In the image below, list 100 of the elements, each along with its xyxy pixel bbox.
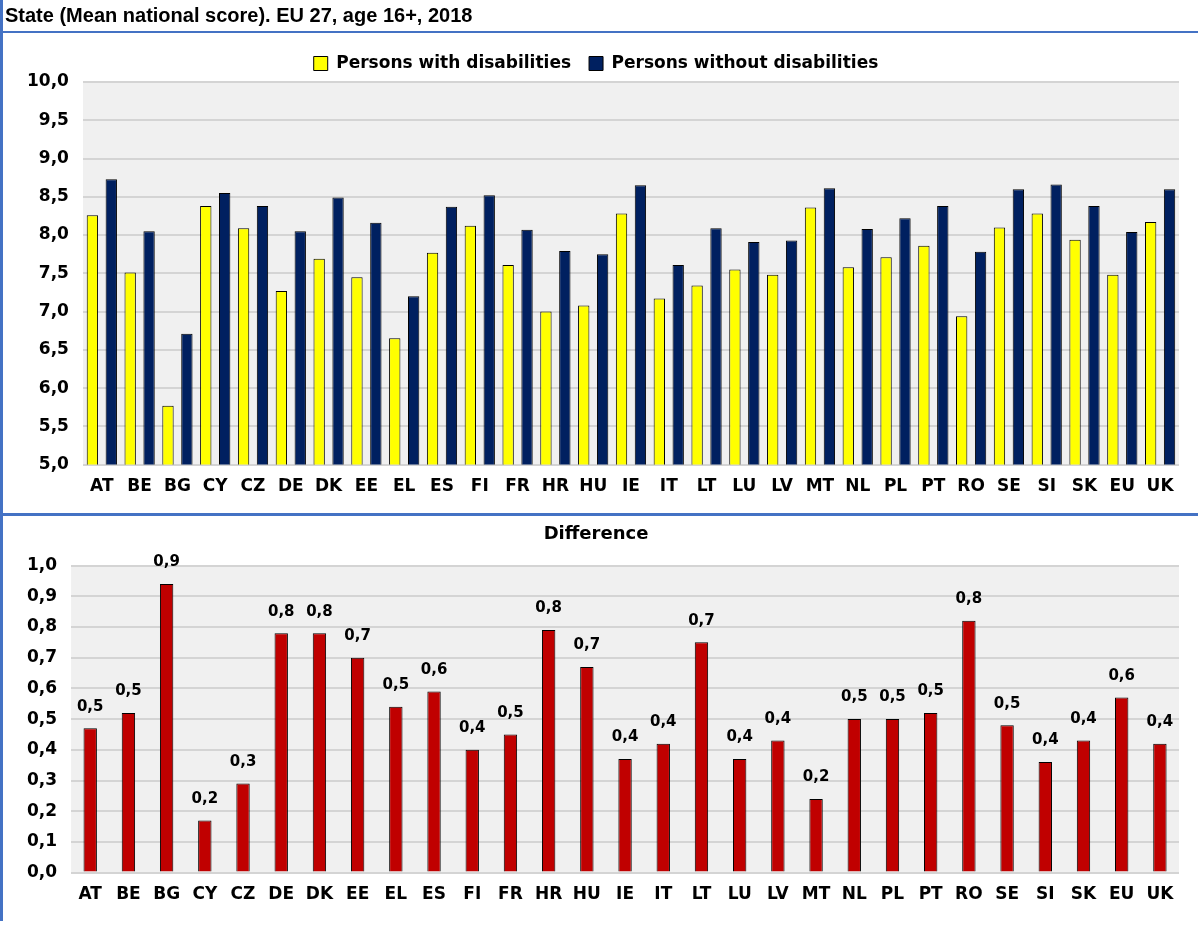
y-tick-label: 6,0	[38, 376, 70, 397]
data-label: 0,4	[611, 727, 639, 746]
data-label: 0,5	[840, 687, 868, 706]
data-label: 0,8	[267, 601, 295, 620]
y-tick-label: 0,9	[26, 584, 58, 605]
y-tick-label: 0,6	[26, 676, 58, 697]
x-tick-label: MT	[801, 883, 831, 904]
x-tick-label: LV	[771, 475, 794, 496]
data-label: 0,5	[917, 681, 944, 700]
x-tick-label: ES	[430, 475, 454, 496]
data-label: 0,8	[306, 601, 333, 620]
data-label: 0,7	[688, 610, 715, 629]
x-tick-label: HR	[534, 883, 563, 904]
data-label: 0,6	[1108, 666, 1135, 684]
data-label: 0,5	[115, 681, 142, 700]
x-tick-label: DE	[268, 883, 295, 904]
x-tick-label: SE	[995, 883, 1020, 904]
x-tick-label: BG	[163, 475, 191, 496]
y-tick-label: 0,0	[26, 861, 58, 882]
x-tick-label: EL	[392, 475, 416, 496]
y-tick-label: 9,0	[38, 146, 70, 167]
x-tick-label: FR	[498, 883, 523, 904]
y-tick-label: 5,5	[38, 414, 69, 435]
data-label: 0,5	[76, 696, 104, 715]
y-tick-label: 8,0	[38, 223, 70, 244]
y-tick-label: 0,3	[26, 768, 58, 789]
x-tick-label: IT	[659, 475, 679, 496]
data-label: 0,5	[382, 675, 410, 694]
x-tick-label: LT	[691, 883, 712, 904]
x-tick-label: IE	[622, 475, 640, 496]
x-tick-label: HR	[541, 475, 570, 496]
x-tick-label: PL	[880, 883, 905, 904]
x-tick-label: ES	[422, 883, 446, 904]
chart-title: Difference	[543, 522, 649, 544]
x-tick-label: CZ	[230, 883, 256, 904]
x-tick-label: SK	[1071, 475, 1099, 496]
x-tick-label: BE	[116, 883, 141, 904]
legend-label: Persons with disabilities	[336, 51, 572, 72]
x-tick-label: UK	[1146, 475, 1175, 496]
x-tick-label: FI	[470, 475, 489, 496]
data-label: 0,2	[802, 767, 830, 786]
x-tick-label: FI	[463, 883, 482, 904]
x-tick-label: RO	[955, 883, 983, 904]
x-tick-label: IE	[616, 883, 635, 904]
y-tick-label: 7,0	[38, 299, 70, 320]
x-tick-label: PL	[883, 475, 908, 496]
data-label: 0,3	[229, 751, 257, 770]
x-tick-label: EE	[354, 475, 379, 496]
x-tick-label: BE	[127, 475, 152, 496]
data-label: 0,5	[993, 693, 1021, 712]
data-label: 0,8	[535, 598, 562, 617]
y-tick-label: 7,5	[38, 261, 69, 282]
x-tick-label: HU	[579, 475, 608, 496]
x-tick-label: EE	[346, 883, 370, 904]
x-tick-label: FR	[505, 475, 530, 496]
x-tick-label: EL	[384, 883, 408, 904]
data-label: 0,7	[573, 635, 601, 654]
x-tick-label: CY	[202, 475, 229, 496]
x-tick-label: LU	[732, 475, 757, 496]
y-tick-label: 8,5	[38, 185, 69, 206]
x-tick-label: CY	[192, 883, 218, 904]
x-tick-label: MT	[805, 475, 835, 496]
data-label: 0,4	[1146, 712, 1174, 731]
y-tick-label: 0,1	[26, 830, 58, 851]
data-label: 0,4	[649, 712, 677, 731]
x-tick-label: EU	[1109, 475, 1136, 496]
x-tick-label: IT	[654, 883, 673, 904]
x-tick-label: NL	[845, 475, 871, 496]
x-tick-label: DK	[305, 883, 334, 904]
x-tick-label: CZ	[240, 475, 266, 496]
x-tick-label: DE	[277, 475, 304, 496]
x-tick-label: RO	[957, 475, 985, 496]
y-tick-label: 1,0	[26, 554, 58, 575]
data-label: 0,6	[420, 659, 448, 678]
data-label: 0,4	[458, 718, 486, 737]
data-label: 0,7	[344, 626, 371, 645]
x-tick-label: HU	[572, 883, 601, 904]
x-tick-label: SE	[996, 475, 1021, 496]
y-tick-label: 0,4	[26, 738, 58, 759]
data-label: 0,4	[726, 727, 753, 746]
y-tick-label: 0,7	[26, 646, 58, 667]
x-tick-label: SK	[1070, 883, 1098, 904]
x-tick-label: EU	[1108, 883, 1135, 904]
x-tick-label: DK	[314, 475, 344, 496]
x-tick-label: LV	[767, 883, 790, 904]
y-tick-label: 9,5	[38, 108, 69, 129]
x-tick-label: BG	[153, 883, 181, 904]
data-label: 0,4	[1070, 708, 1097, 727]
chart-title: State (Mean national score). EU 27, age 16+, 2018	[3, 0, 1198, 33]
x-tick-label: LT	[696, 475, 717, 496]
x-tick-label: NL	[841, 883, 867, 904]
x-tick-label: PT	[918, 883, 944, 904]
data-label: 0,5	[879, 687, 906, 706]
legend-label: Persons without disabilities	[611, 51, 879, 72]
data-label: 0,2	[191, 788, 219, 807]
data-label: 0,4	[764, 708, 792, 727]
x-tick-label: SI	[1037, 475, 1057, 496]
y-tick-label: 0,8	[26, 615, 58, 636]
y-tick-label: 0,2	[26, 799, 58, 820]
data-label: 0,4	[1032, 730, 1059, 749]
